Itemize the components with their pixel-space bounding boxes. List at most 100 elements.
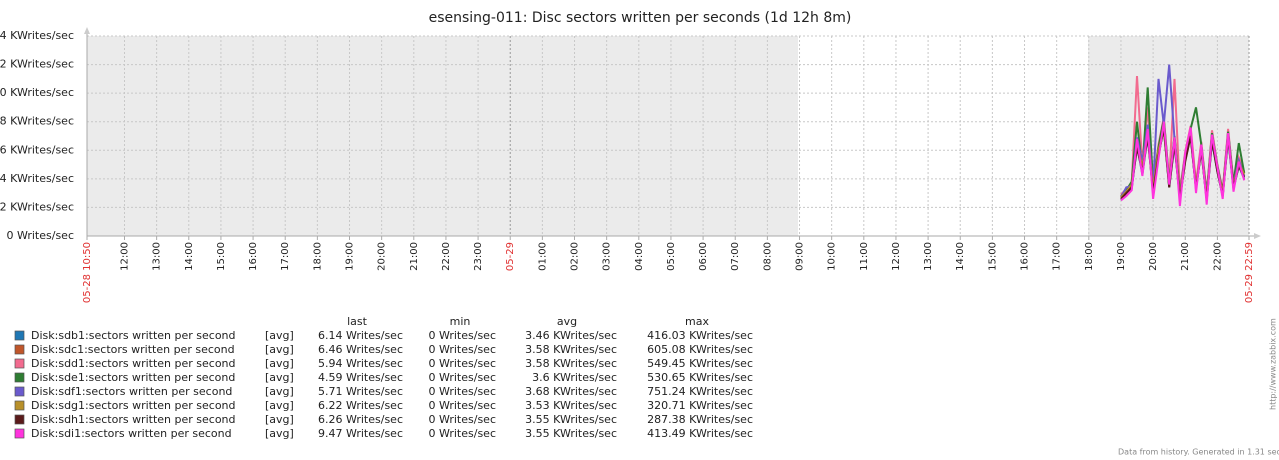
legend-min: 0 Writes/sec xyxy=(428,329,496,342)
legend-swatch xyxy=(14,400,25,411)
legend-function: [avg] xyxy=(265,427,294,440)
legend-name: Disk:sdg1:sectors written per second xyxy=(31,399,236,412)
legend-function: [avg] xyxy=(265,399,294,412)
x-tick-label: 21:00 xyxy=(1180,242,1191,271)
legend-header: max xyxy=(685,315,709,328)
legend-avg: 3.55 KWrites/sec xyxy=(525,427,617,440)
x-tick-label: 02:00 xyxy=(570,242,581,271)
y-tick-label: 12 KWrites/sec xyxy=(0,58,74,71)
legend-name: Disk:sdf1:sectors written per second xyxy=(31,385,232,398)
x-tick-label: 15:00 xyxy=(216,242,227,271)
x-tick-label: 21:00 xyxy=(409,242,420,271)
y-tick-label: 14 KWrites/sec xyxy=(0,29,74,42)
x-tick-label: 05:00 xyxy=(666,242,677,271)
y-tick-label: 0 Writes/sec xyxy=(6,229,74,242)
legend-swatch xyxy=(14,344,25,355)
plot-lines xyxy=(1120,64,1246,207)
x-tick-label: 08:00 xyxy=(762,242,773,271)
chart-title: esensing-011: Disc sectors written per s… xyxy=(429,10,852,26)
legend-function: [avg] xyxy=(265,357,294,370)
footer: Data from history. Generated in 1.31 sec… xyxy=(1118,448,1279,457)
x-tick-label: 05-29 xyxy=(505,242,516,271)
x-tick-label: 13:00 xyxy=(923,242,934,271)
legend-header: min xyxy=(450,315,471,328)
legend-last: 6.22 Writes/sec xyxy=(318,399,403,412)
x-tick-label: 15:00 xyxy=(987,242,998,271)
x-tick-label: 16:00 xyxy=(1020,242,1031,271)
x-tick-label: 17:00 xyxy=(280,242,291,271)
legend-swatch xyxy=(14,414,25,425)
legend-min: 0 Writes/sec xyxy=(428,371,496,384)
legend-min: 0 Writes/sec xyxy=(428,357,496,370)
legend-avg: 3.58 KWrites/sec xyxy=(525,357,617,370)
x-tick-label: 16:00 xyxy=(248,242,259,271)
x-tick-label: 22:00 xyxy=(441,242,452,271)
legend-name: Disk:sde1:sectors written per second xyxy=(31,371,235,384)
x-tick-label: 09:00 xyxy=(795,242,806,271)
legend-min: 0 Writes/sec xyxy=(428,413,496,426)
legend-name: Disk:sdb1:sectors written per second xyxy=(31,329,236,342)
x-tick-label: 14:00 xyxy=(955,242,966,271)
legend-min: 0 Writes/sec xyxy=(428,385,496,398)
x-tick-label: 17:00 xyxy=(1052,242,1063,271)
legend-header: avg xyxy=(557,315,577,328)
legend-name: Disk:sdi1:sectors written per second xyxy=(31,427,232,440)
legend-swatch xyxy=(14,330,25,341)
legend-max: 416.03 KWrites/sec xyxy=(647,329,753,342)
x-tick-label: 12:00 xyxy=(120,242,131,271)
watermark: http://www.zabbix.com xyxy=(1269,318,1278,410)
legend-avg: 3.68 KWrites/sec xyxy=(525,385,617,398)
x-tick-label: 20:00 xyxy=(377,242,388,271)
legend-function: [avg] xyxy=(265,385,294,398)
y-tick-label: 10 KWrites/sec xyxy=(0,86,74,99)
legend-last: 6.14 Writes/sec xyxy=(318,329,403,342)
series-line xyxy=(1120,121,1246,207)
legend-avg: 3.46 KWrites/sec xyxy=(525,329,617,342)
x-tick-label: 18:00 xyxy=(1084,242,1095,271)
x-tick-label: 05-29 22:59 xyxy=(1244,242,1255,303)
legend-max: 605.08 KWrites/sec xyxy=(647,343,753,356)
x-tick-label: 07:00 xyxy=(730,242,741,271)
x-tick-label: 14:00 xyxy=(184,242,195,271)
x-tick-label: 19:00 xyxy=(1116,242,1127,271)
legend-avg: 3.55 KWrites/sec xyxy=(525,413,617,426)
x-tick-label: 04:00 xyxy=(634,242,645,271)
x-tick-label: 23:00 xyxy=(473,242,484,271)
x-tick-label: 18:00 xyxy=(312,242,323,271)
legend-last: 4.59 Writes/sec xyxy=(318,371,403,384)
legend-min: 0 Writes/sec xyxy=(428,399,496,412)
legend-max: 751.24 KWrites/sec xyxy=(647,385,753,398)
x-tick-label: 10:00 xyxy=(827,242,838,271)
legend-last: 6.46 Writes/sec xyxy=(318,343,403,356)
legend-function: [avg] xyxy=(265,329,294,342)
x-tick-label: 20:00 xyxy=(1148,242,1159,271)
x-tick-label: 19:00 xyxy=(345,242,356,271)
x-tick-label: 22:00 xyxy=(1212,242,1223,271)
legend-max: 287.38 KWrites/sec xyxy=(647,413,753,426)
legend-function: [avg] xyxy=(265,413,294,426)
legend-max: 413.49 KWrites/sec xyxy=(647,427,753,440)
legend-name: Disk:sdh1:sectors written per second xyxy=(31,413,236,426)
x-tick-label: 03:00 xyxy=(602,242,613,271)
legend-max: 530.65 KWrites/sec xyxy=(647,371,753,384)
legend-function: [avg] xyxy=(265,343,294,356)
legend-last: 9.47 Writes/sec xyxy=(318,427,403,440)
legend-avg: 3.58 KWrites/sec xyxy=(525,343,617,356)
legend-swatch xyxy=(14,358,25,369)
y-tick-label: 6 KWrites/sec xyxy=(0,143,74,156)
legend: last min avg max Disk:sdb1:sectors written p… xyxy=(14,315,753,440)
legend-last: 6.26 Writes/sec xyxy=(318,413,403,426)
x-tick-label: 05-28 10:50 xyxy=(82,242,93,303)
x-tick-label: 11:00 xyxy=(859,242,870,271)
legend-function: [avg] xyxy=(265,371,294,384)
legend-name: Disk:sdc1:sectors written per second xyxy=(31,343,235,356)
nonwork-area xyxy=(87,36,798,236)
legend-max: 549.45 KWrites/sec xyxy=(647,357,753,370)
ticks: 0 Writes/sec 2 KWrites/sec 4 KWrites/sec 6 … xyxy=(0,29,1255,303)
legend-swatch xyxy=(14,372,25,383)
y-tick-label: 2 KWrites/sec xyxy=(0,200,74,213)
y-tick-label: 8 KWrites/sec xyxy=(0,115,74,128)
legend-max: 320.71 KWrites/sec xyxy=(647,399,753,412)
